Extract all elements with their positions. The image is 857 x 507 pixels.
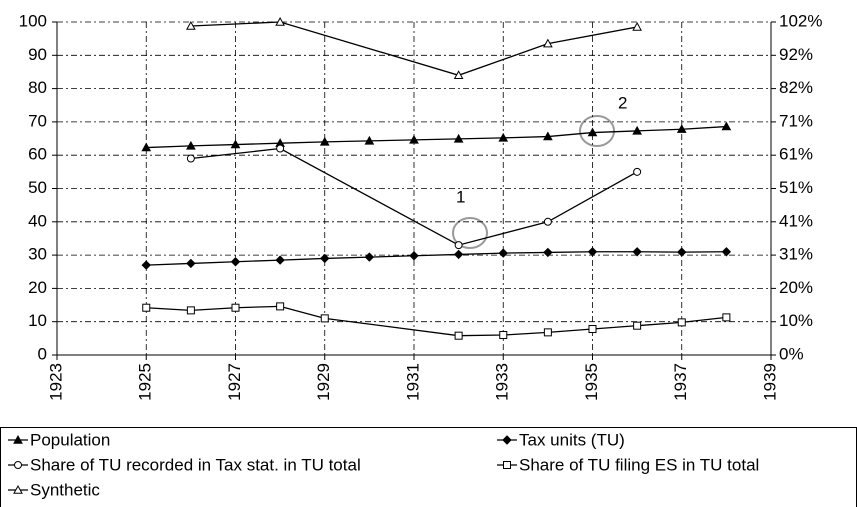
marker — [454, 241, 463, 250]
marker — [543, 247, 553, 258]
marker — [186, 154, 195, 163]
y-tick-label: 90 — [28, 45, 47, 64]
marker — [364, 135, 375, 145]
y2-tick-label: 31% — [779, 245, 813, 264]
legend-label: Share of TU recorded in Tax stat. in TU … — [30, 455, 361, 474]
y-tick-label: 60 — [28, 145, 47, 164]
marker — [632, 125, 642, 135]
marker — [186, 258, 196, 269]
marker — [633, 167, 642, 176]
marker — [498, 248, 508, 258]
y2-tick-label: 0% — [779, 344, 804, 363]
marker — [186, 306, 195, 315]
marker — [186, 140, 196, 150]
marker — [498, 132, 509, 142]
marker — [364, 252, 375, 262]
y2-tick-label: 41% — [779, 211, 813, 230]
marker — [676, 124, 687, 133]
marker — [543, 217, 552, 226]
marker — [275, 255, 285, 265]
marker — [230, 257, 241, 267]
marker — [543, 131, 553, 141]
x-tick-label: 1925 — [136, 363, 155, 401]
marker — [231, 303, 240, 312]
x-tick-label: 1927 — [225, 363, 244, 401]
series-line — [146, 125, 727, 149]
legend-marker — [14, 461, 22, 469]
y2-tick-label: 102% — [779, 11, 822, 30]
y2-tick-label: 92% — [779, 45, 813, 64]
marker — [319, 136, 330, 146]
marker — [721, 121, 732, 131]
marker — [632, 21, 642, 31]
marker — [453, 249, 464, 260]
marker — [632, 247, 642, 257]
y-tick-label: 0 — [38, 344, 47, 363]
legend-label: Population — [30, 430, 110, 449]
marker — [453, 133, 464, 143]
y2-tick-label: 51% — [779, 178, 813, 197]
legend-marker — [13, 434, 23, 444]
y2-tick-label: 20% — [779, 278, 813, 297]
y-tick-label: 100 — [19, 11, 47, 30]
marker — [320, 253, 330, 264]
marker — [543, 328, 552, 337]
legend-marker — [502, 435, 512, 445]
legend-marker — [503, 461, 511, 469]
annotation: 2 — [618, 93, 627, 112]
x-tick-label: 1939 — [760, 363, 779, 401]
marker — [454, 331, 463, 340]
highlight-circle — [579, 115, 615, 147]
marker — [275, 16, 285, 26]
series-line — [146, 305, 727, 337]
legend-label: Synthetic — [30, 480, 100, 499]
marker — [588, 325, 597, 334]
x-tick-label: 1929 — [314, 363, 333, 401]
marker — [633, 321, 642, 330]
x-tick-label: 1937 — [671, 363, 690, 401]
marker — [409, 251, 419, 261]
legend-label: Tax units (TU) — [519, 430, 625, 449]
marker — [453, 70, 464, 79]
marker — [677, 247, 687, 257]
marker — [141, 142, 152, 152]
y2-tick-label: 10% — [779, 311, 813, 330]
x-tick-label: 1935 — [582, 363, 601, 401]
marker — [587, 247, 598, 257]
y-tick-label: 10 — [28, 311, 47, 330]
marker — [142, 303, 151, 312]
y-tick-label: 20 — [28, 278, 47, 297]
legend-marker — [13, 484, 23, 494]
marker — [409, 134, 419, 144]
marker — [721, 247, 732, 257]
highlight-circle — [452, 217, 488, 249]
y-tick-label: 50 — [28, 178, 47, 197]
marker — [543, 38, 553, 48]
x-tick-label: 1933 — [493, 363, 512, 401]
marker — [141, 260, 151, 270]
x-tick-label: 1923 — [46, 363, 65, 401]
marker — [186, 20, 196, 30]
marker — [499, 331, 508, 340]
marker — [276, 302, 285, 311]
y2-tick-label: 61% — [779, 145, 813, 164]
marker — [276, 144, 285, 153]
y2-tick-label: 71% — [779, 111, 813, 130]
marker — [722, 313, 731, 322]
series-line — [146, 251, 727, 266]
annotation: 1 — [456, 187, 465, 206]
y2-tick-label: 82% — [779, 78, 813, 97]
marker — [587, 127, 598, 137]
legend-label: Share of TU filing ES in TU total — [519, 455, 759, 474]
y-tick-label: 70 — [28, 111, 47, 130]
y-tick-label: 80 — [28, 78, 47, 97]
marker — [320, 314, 329, 323]
y-tick-label: 30 — [28, 245, 47, 264]
marker — [230, 139, 241, 149]
x-tick-label: 1931 — [403, 363, 422, 401]
marker — [677, 318, 686, 327]
y-tick-label: 40 — [28, 211, 47, 230]
